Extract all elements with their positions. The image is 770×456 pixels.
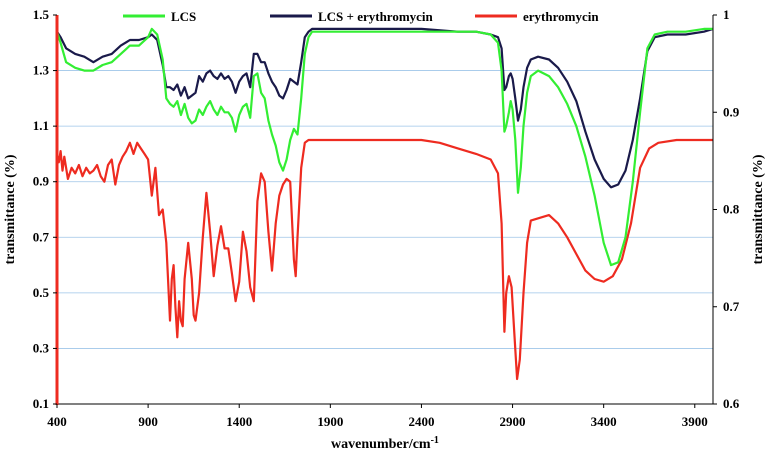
x-tick-label: 2400 (408, 414, 434, 429)
y-right-tick-label: 0.7 (723, 299, 740, 314)
y-right-tick-label: 0.6 (723, 396, 740, 411)
y-right-axis-title: transmittance (%) (751, 154, 766, 264)
legend-label: LCS (171, 9, 196, 24)
y-left-axis-title: transmittance (%) (3, 154, 18, 264)
y-right-tick-label: 0.8 (723, 202, 740, 217)
y-left-tick-label: 0.7 (33, 229, 50, 244)
x-tick-label: 3900 (682, 414, 708, 429)
x-tick-label: 1400 (226, 414, 252, 429)
series-line-erythromycin (55, 138, 713, 381)
legend: LCS LCS + erythromycin erythromycin (123, 9, 599, 24)
y-right-tick-label: 0.9 (723, 104, 740, 119)
legend-label: erythromycin (523, 9, 599, 24)
y-left-tick-label: 1.1 (33, 118, 49, 133)
series-line-lcs (55, 27, 713, 267)
y-left-tick-label: 1.3 (33, 63, 50, 78)
x-tick-label: 2900 (500, 414, 526, 429)
y-left-tick-label: 0.5 (33, 285, 50, 300)
y-right-tick-label: 1 (723, 7, 730, 22)
y-left-tick-label: 0.9 (33, 174, 50, 189)
x-tick-label: 3400 (591, 414, 617, 429)
series-lines (55, 27, 714, 381)
y-left-tick-label: 1.5 (33, 7, 50, 22)
series-line-lcs-erythromycin (56, 27, 714, 189)
x-tick-label: 400 (47, 414, 67, 429)
legend-label: LCS + erythromycin (318, 9, 434, 24)
x-tick-label: 1900 (317, 414, 343, 429)
y-left-tick-label: 0.3 (33, 340, 50, 355)
tick-labels: 400 900 1400 1900 2400 2900 3400 3900 1.5 1.3 1.1 0… (33, 7, 740, 429)
x-axis-title: wavenumber/cm-1 (331, 435, 439, 452)
axes (55, 15, 714, 405)
gridlines (57, 70, 713, 349)
x-tick-label: 900 (138, 414, 158, 429)
y-left-tick-label: 0.1 (33, 396, 49, 411)
